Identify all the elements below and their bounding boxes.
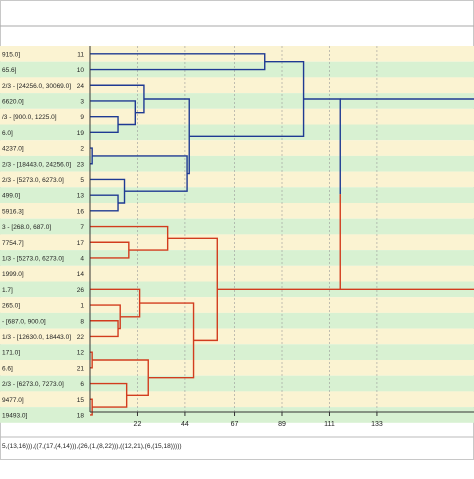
row-label: 1999.0] (2, 271, 24, 278)
row-band (0, 360, 474, 376)
row-band (0, 312, 474, 329)
row-label: 2/3 - [18443.0, 24256.0] (2, 161, 71, 168)
leaf-id: 5 (80, 177, 84, 184)
leaf-id: 1 (80, 303, 84, 310)
dendrogram-links (90, 53, 474, 416)
leaf-id: 12 (77, 350, 85, 357)
leaf-id: 4 (80, 255, 84, 262)
row-label: 4237.0] (2, 146, 24, 153)
row-band (0, 108, 474, 125)
row-bands (0, 46, 474, 423)
row-band (0, 328, 474, 345)
x-tick-label: 44 (181, 421, 189, 428)
row-label: 1/3 - [5273.0, 6273.0] (2, 255, 64, 262)
leaf-id: 19 (77, 130, 85, 137)
x-tick-label: 89 (278, 421, 286, 428)
row-label: 65.6] (2, 67, 17, 74)
row-label: 7754.7] (2, 240, 24, 247)
row-band (0, 77, 474, 94)
leaf-id: 22 (77, 334, 85, 341)
row-band (0, 265, 474, 282)
leaf-id: 3 (80, 98, 84, 105)
x-tick-label: 133 (371, 421, 383, 428)
row-label: 5916.3] (2, 208, 24, 215)
row-band (0, 218, 474, 235)
row-band (0, 93, 474, 109)
leaf-id: 16 (77, 208, 85, 215)
row-band (0, 407, 474, 423)
row-band (0, 391, 474, 408)
leaf-id: 7 (80, 224, 84, 231)
row-label: 9477.0] (2, 397, 24, 404)
row-label: 2/3 - [5273.0, 6273.0] (2, 177, 64, 184)
row-band (0, 344, 474, 360)
row-band (0, 187, 474, 203)
row-label: 6.6] (2, 365, 13, 372)
row-band (0, 297, 474, 313)
row-band (0, 203, 474, 219)
row-label: - [687.0, 900.0] (2, 318, 46, 325)
row-band (0, 375, 474, 392)
row-band (0, 155, 474, 172)
leaf-id: 2 (80, 146, 84, 153)
row-label: 2/3 - [6273.0, 7273.0] (2, 381, 64, 388)
leaf-id: 17 (77, 240, 85, 247)
row-label: 6.0] (2, 130, 13, 137)
leaf-id: 26 (77, 287, 85, 294)
row-band (0, 124, 474, 141)
x-tick-label: 111 (324, 421, 335, 428)
leaf-id: 8 (80, 318, 84, 325)
row-band (0, 234, 474, 251)
x-tick-label: 67 (231, 421, 239, 428)
row-label: 2/3 - [24256.0, 30069.0] (2, 83, 71, 90)
leaf-id: 10 (77, 67, 85, 74)
row-label: /3 - [900.0, 1225.0] (2, 114, 57, 121)
leaf-id: 23 (77, 161, 85, 168)
row-label: 3 - [268.0, 687.0] (2, 224, 51, 231)
leaf-id: 18 (77, 412, 85, 419)
leaf-id: 21 (77, 365, 85, 372)
row-band (0, 140, 474, 156)
row-label: 1/3 - [12630.0, 18443.0] (2, 334, 71, 341)
x-axis: 22 44 67 89 111 133 (89, 46, 474, 428)
row-labels: 915.0] 11 65.6] 10 2/3 - [24256.0, 30069.0] 2… (2, 51, 84, 419)
leaf-id: 15 (77, 397, 85, 404)
leaf-id: 13 (77, 193, 85, 200)
leaf-id: 6 (80, 381, 84, 388)
row-band (0, 250, 474, 266)
vertical-gridlines (137, 46, 378, 412)
footer-newick-text: 5,(13,16))),((7,(17,(4,14))),(26,(1,(8,2… (2, 443, 182, 450)
x-tick-label: 22 (134, 421, 142, 428)
row-label: 265.0] (2, 303, 20, 310)
row-label: 915.0] (2, 51, 20, 58)
leaf-id: 9 (80, 114, 84, 121)
leaf-id: 24 (77, 83, 85, 90)
leaf-id: 14 (77, 271, 85, 278)
row-label: 6620.0] (2, 98, 24, 105)
row-label: 499.0] (2, 193, 20, 200)
row-label: 19493.0] (2, 412, 27, 419)
row-label: 171.0] (2, 350, 20, 357)
row-label: 1.7] (2, 287, 13, 294)
row-band (0, 171, 474, 188)
leaf-id: 11 (77, 51, 84, 58)
